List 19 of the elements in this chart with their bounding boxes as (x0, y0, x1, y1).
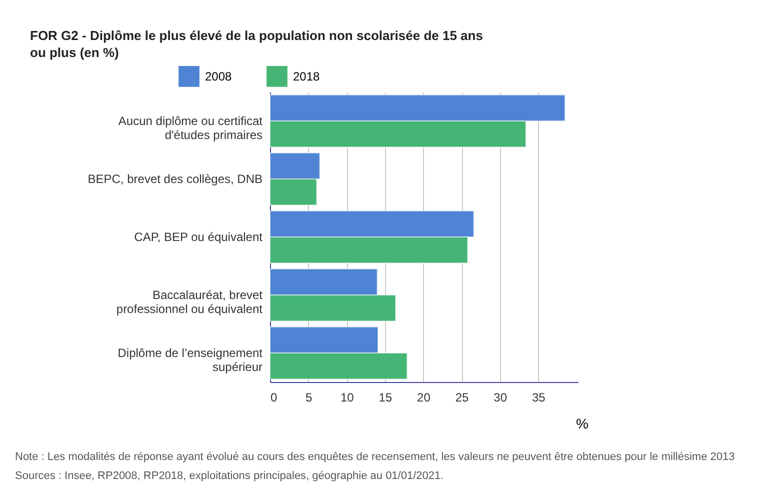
x-tick-label: 30 (494, 390, 508, 404)
text: Note : Les modalités de réponse ayant évolué au cours des enquêtes de recensement, les valeurs ne peuvent être obtenues pour le millésime 2013 (15, 451, 735, 463)
y-tick-label: Diplôme de l’enseignement supérieur (118, 346, 264, 374)
chart-title: FOR G2 - Diplôme le plus élevé de la population non scolarisée de 15 ans ou plus (en %) (30, 28, 483, 60)
x-axis-title: % (576, 416, 588, 432)
x-tick-label: 15 (378, 390, 392, 404)
x-tick-label: 5 (305, 390, 312, 404)
x-tick-label: 25 (455, 390, 470, 404)
x-tick-label: 20 (417, 390, 431, 404)
y-tick-label: BEPC, brevet des collèges, DNB (88, 172, 262, 186)
legend-label: 2018 (293, 69, 320, 84)
x-tick-label: 10 (340, 390, 354, 404)
x-tick-label: 35 (532, 390, 546, 404)
x-tick-label: 0 (270, 390, 278, 404)
y-tick-label: Baccalauréat, brevet professionnel ou équivalent (116, 288, 264, 316)
source-note: Sources : Insee, RP2008, RP2018, exploitations principales, géographie au 01/01/2021. (15, 470, 444, 482)
legend-label: 2008 (205, 69, 232, 84)
y-tick-label: Aucun diplôme ou certificat d'études primaires (118, 114, 264, 142)
y-tick-label: CAP, BEP ou équivalent (134, 230, 264, 244)
